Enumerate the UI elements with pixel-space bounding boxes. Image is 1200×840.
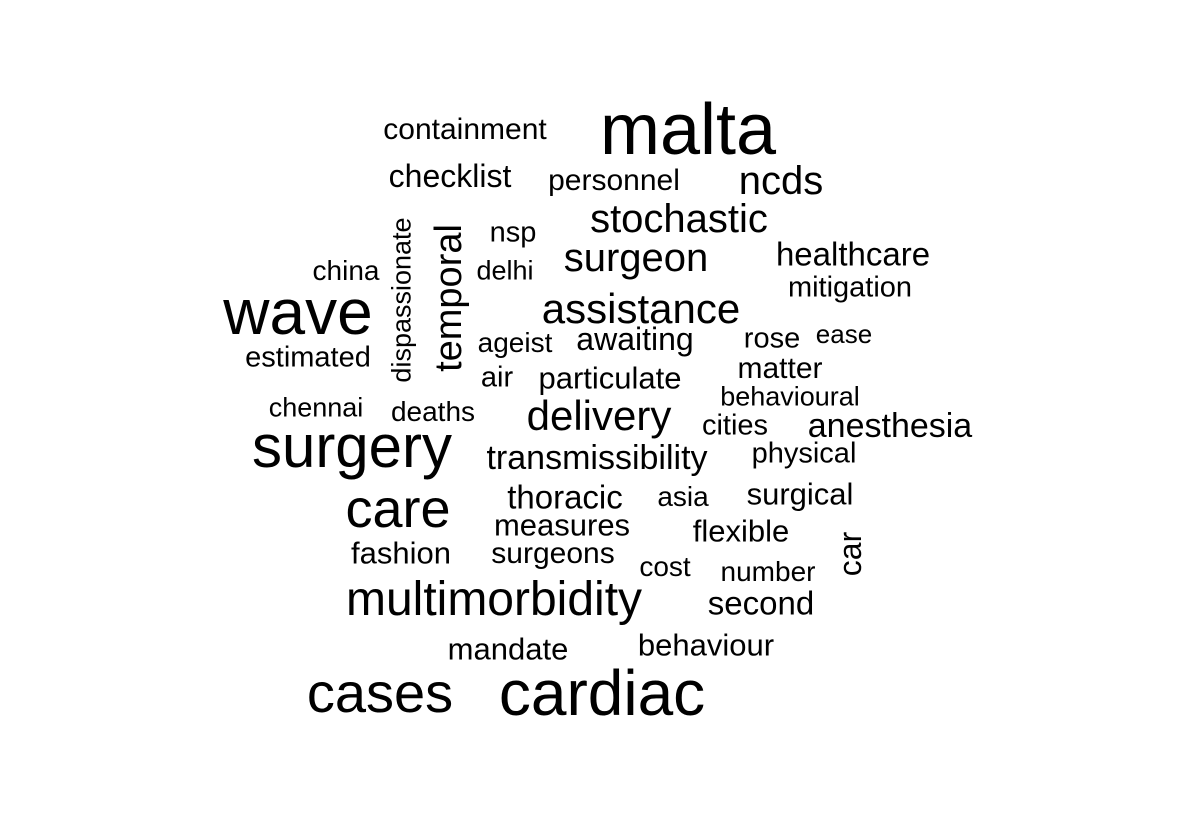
word-temporal: temporal bbox=[428, 224, 470, 372]
word-matter: matter bbox=[737, 352, 823, 385]
word-wave: wave bbox=[223, 276, 373, 348]
word-flexible: flexible bbox=[692, 513, 790, 549]
word-behaviour: behaviour bbox=[637, 627, 775, 663]
word-transmissibility: transmissibility bbox=[486, 439, 708, 477]
word-dispassionate: dispassionate bbox=[386, 217, 417, 383]
word-nsp: nsp bbox=[489, 216, 537, 249]
word-deaths: deaths bbox=[390, 396, 476, 427]
word-care: care bbox=[345, 479, 451, 539]
word-awaiting: awaiting bbox=[576, 321, 694, 357]
word-measures: measures bbox=[493, 507, 631, 543]
word-second: second bbox=[707, 584, 815, 622]
word-ageist: ageist bbox=[477, 327, 553, 358]
word-air: air bbox=[480, 361, 514, 394]
word-mitigation: mitigation bbox=[787, 271, 913, 304]
word-surgeons: surgeons bbox=[491, 537, 615, 570]
word-healthcare: healthcare bbox=[775, 235, 931, 273]
word-assistance: assistance bbox=[541, 285, 741, 332]
word-particulate: particulate bbox=[538, 360, 682, 396]
word-stochastic: stochastic bbox=[590, 197, 768, 241]
word-behavioural: behavioural bbox=[720, 381, 860, 412]
word-surgery: surgery bbox=[251, 413, 453, 480]
word-thoracic: thoracic bbox=[507, 478, 623, 516]
word-containment: containment bbox=[383, 113, 547, 146]
word-fashion: fashion bbox=[351, 535, 451, 571]
word-malta: malta bbox=[599, 90, 777, 170]
word-delivery: delivery bbox=[526, 392, 672, 439]
word-checklist: checklist bbox=[388, 158, 512, 194]
word-anesthesia: anesthesia bbox=[807, 407, 973, 445]
word-rose: rose bbox=[743, 322, 801, 355]
word-asia: asia bbox=[657, 481, 709, 512]
word-delhi: delhi bbox=[476, 255, 534, 286]
word-number: number bbox=[720, 556, 816, 587]
word-cardiac: cardiac bbox=[498, 657, 706, 729]
word-cost: cost bbox=[639, 551, 691, 582]
word-car: car bbox=[832, 531, 868, 577]
word-multimorbidity: multimorbidity bbox=[345, 573, 643, 626]
word-ease: ease bbox=[815, 319, 873, 349]
word-surgeon: surgeon bbox=[563, 236, 709, 280]
word-cases: cases bbox=[306, 661, 454, 724]
word-estimated: estimated bbox=[245, 341, 371, 374]
word-physical: physical bbox=[751, 437, 857, 470]
word-cities: cities bbox=[701, 409, 769, 442]
word-chennai: chennai bbox=[268, 392, 364, 423]
word-mandate: mandate bbox=[447, 631, 569, 667]
word-surgical: surgical bbox=[746, 476, 854, 512]
word-ncds: ncds bbox=[738, 159, 824, 203]
word-personnel: personnel bbox=[548, 164, 680, 197]
word-china: china bbox=[312, 255, 380, 286]
